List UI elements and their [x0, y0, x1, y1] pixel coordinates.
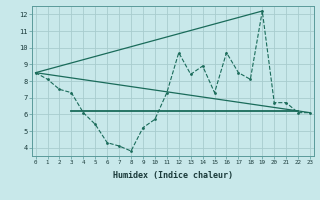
X-axis label: Humidex (Indice chaleur): Humidex (Indice chaleur) [113, 171, 233, 180]
